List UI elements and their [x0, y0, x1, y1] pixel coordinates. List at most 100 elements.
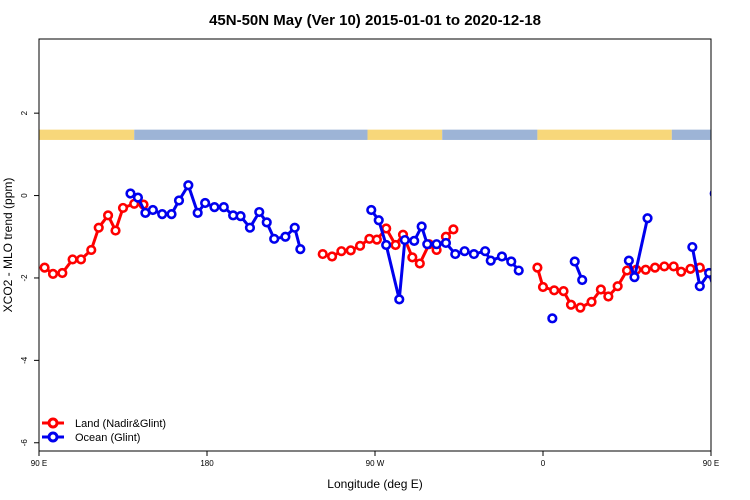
- data-point-ocean: [209, 201, 220, 213]
- data-point-land: [603, 291, 614, 302]
- data-point-ocean: [399, 234, 410, 246]
- x-tick-label: 90 E: [31, 459, 47, 468]
- data-point-land: [532, 262, 543, 273]
- data-point-ocean: [687, 241, 698, 253]
- data-point-ocean: [440, 237, 452, 249]
- data-point-ocean: [200, 197, 211, 209]
- data-point-ocean: [409, 235, 420, 246]
- land-ocean-strip: [39, 129, 711, 140]
- data-point-ocean: [218, 201, 229, 213]
- data-point-land: [93, 222, 104, 233]
- data-point-ocean: [183, 180, 194, 191]
- data-point-land: [345, 245, 356, 256]
- chart-title: 45N-50N May (Ver 10) 2015-01-01 to 2020-…: [209, 12, 541, 29]
- data-point-land: [67, 254, 78, 265]
- data-point-land: [558, 286, 569, 297]
- data-point-land: [575, 302, 586, 313]
- data-point-land: [649, 262, 661, 273]
- data-point-land: [659, 261, 670, 272]
- data-point-land: [102, 210, 114, 221]
- series-ocean-line: [715, 185, 750, 214]
- data-point-land: [390, 239, 401, 251]
- data-point-land: [336, 246, 347, 257]
- data-point-ocean: [147, 204, 158, 216]
- legend-swatch-ocean-marker: [47, 431, 59, 443]
- data-point-land: [326, 251, 338, 262]
- series-ocean-line: [690, 246, 711, 288]
- data-point-ocean: [459, 246, 470, 257]
- y-tick-label: -2: [20, 274, 29, 282]
- data-point-land: [685, 263, 696, 274]
- legend-label-land: Land (Nadir&Glint): [75, 418, 166, 430]
- data-point-land: [586, 296, 597, 307]
- legend-item-ocean: Ocean (Glint): [42, 431, 140, 444]
- x-axis-label: Longitude (deg E): [327, 477, 422, 491]
- data-point-land: [86, 244, 97, 256]
- data-point-ocean: [192, 207, 203, 218]
- legend-label-ocean: Ocean (Glint): [75, 432, 140, 444]
- strip-ocean-segment: [671, 129, 711, 140]
- data-point-land: [735, 256, 743, 264]
- y-axis-label: XCO2 - MLO trend (ppm): [1, 178, 15, 313]
- data-point-ocean: [745, 210, 750, 218]
- data-point-ocean: [629, 272, 640, 283]
- data-point-ocean: [709, 190, 711, 197]
- data-point-land: [595, 284, 606, 295]
- series-ocean-line: [370, 209, 520, 301]
- data-point-land: [448, 224, 459, 235]
- data-point-land: [726, 256, 734, 264]
- data-point-ocean: [157, 209, 168, 220]
- data-point-land: [57, 267, 68, 279]
- data-point-land: [676, 266, 687, 277]
- data-point-ocean: [506, 256, 517, 267]
- y-tick-label: 2: [20, 110, 29, 115]
- x-tick-label: 90 W: [366, 459, 385, 468]
- data-point-ocean: [125, 188, 136, 199]
- data-point-ocean: [485, 255, 496, 266]
- series-ocean: [125, 180, 750, 324]
- axes: 90 E 180 90 W 0 90 E 2 0 -2 -4 -6: [20, 110, 719, 468]
- data-point-ocean: [269, 233, 280, 244]
- x-tick-label: 180: [200, 459, 214, 468]
- data-point-ocean: [623, 255, 634, 266]
- y-tick-label: -4: [20, 356, 29, 364]
- data-point-land: [537, 281, 549, 293]
- data-point-ocean: [694, 281, 705, 292]
- strip-ocean-segment: [134, 129, 368, 140]
- data-point-ocean: [431, 239, 442, 250]
- data-point-ocean: [381, 239, 392, 251]
- data-point-ocean: [569, 256, 580, 267]
- legend-item-land: Land (Nadir&Glint): [42, 417, 166, 430]
- data-point-land: [110, 225, 121, 236]
- data-point-ocean: [132, 192, 144, 203]
- strip-land-segment: [39, 129, 135, 140]
- data-point-land: [117, 202, 129, 214]
- strip-land-segment: [537, 129, 672, 140]
- data-point-land: [317, 248, 328, 260]
- data-point-ocean: [373, 215, 384, 226]
- data-point-ocean: [280, 231, 291, 242]
- data-point-land: [743, 246, 750, 254]
- data-point-ocean: [737, 206, 745, 214]
- data-point-land: [640, 264, 651, 275]
- data-point-ocean: [513, 265, 524, 276]
- x-tick-label: 90 E: [703, 459, 719, 468]
- data-point-ocean: [496, 251, 508, 262]
- data-point-land: [668, 261, 679, 272]
- data-point-land: [39, 262, 50, 273]
- data-point-land: [414, 258, 425, 269]
- data-point-ocean: [720, 194, 728, 202]
- data-point-land: [549, 285, 560, 296]
- data-point-ocean: [254, 206, 265, 218]
- data-point-land: [612, 281, 623, 292]
- data-point-ocean: [173, 195, 185, 206]
- data-point-land: [75, 254, 87, 265]
- data-point-ocean: [547, 313, 558, 324]
- data-point-ocean: [480, 246, 491, 257]
- data-point-land: [621, 265, 633, 276]
- data-point-land: [407, 252, 418, 263]
- data-point-ocean: [261, 217, 272, 228]
- data-point-ocean: [235, 211, 246, 222]
- data-point-ocean: [289, 222, 300, 233]
- data-point-land: [717, 270, 725, 278]
